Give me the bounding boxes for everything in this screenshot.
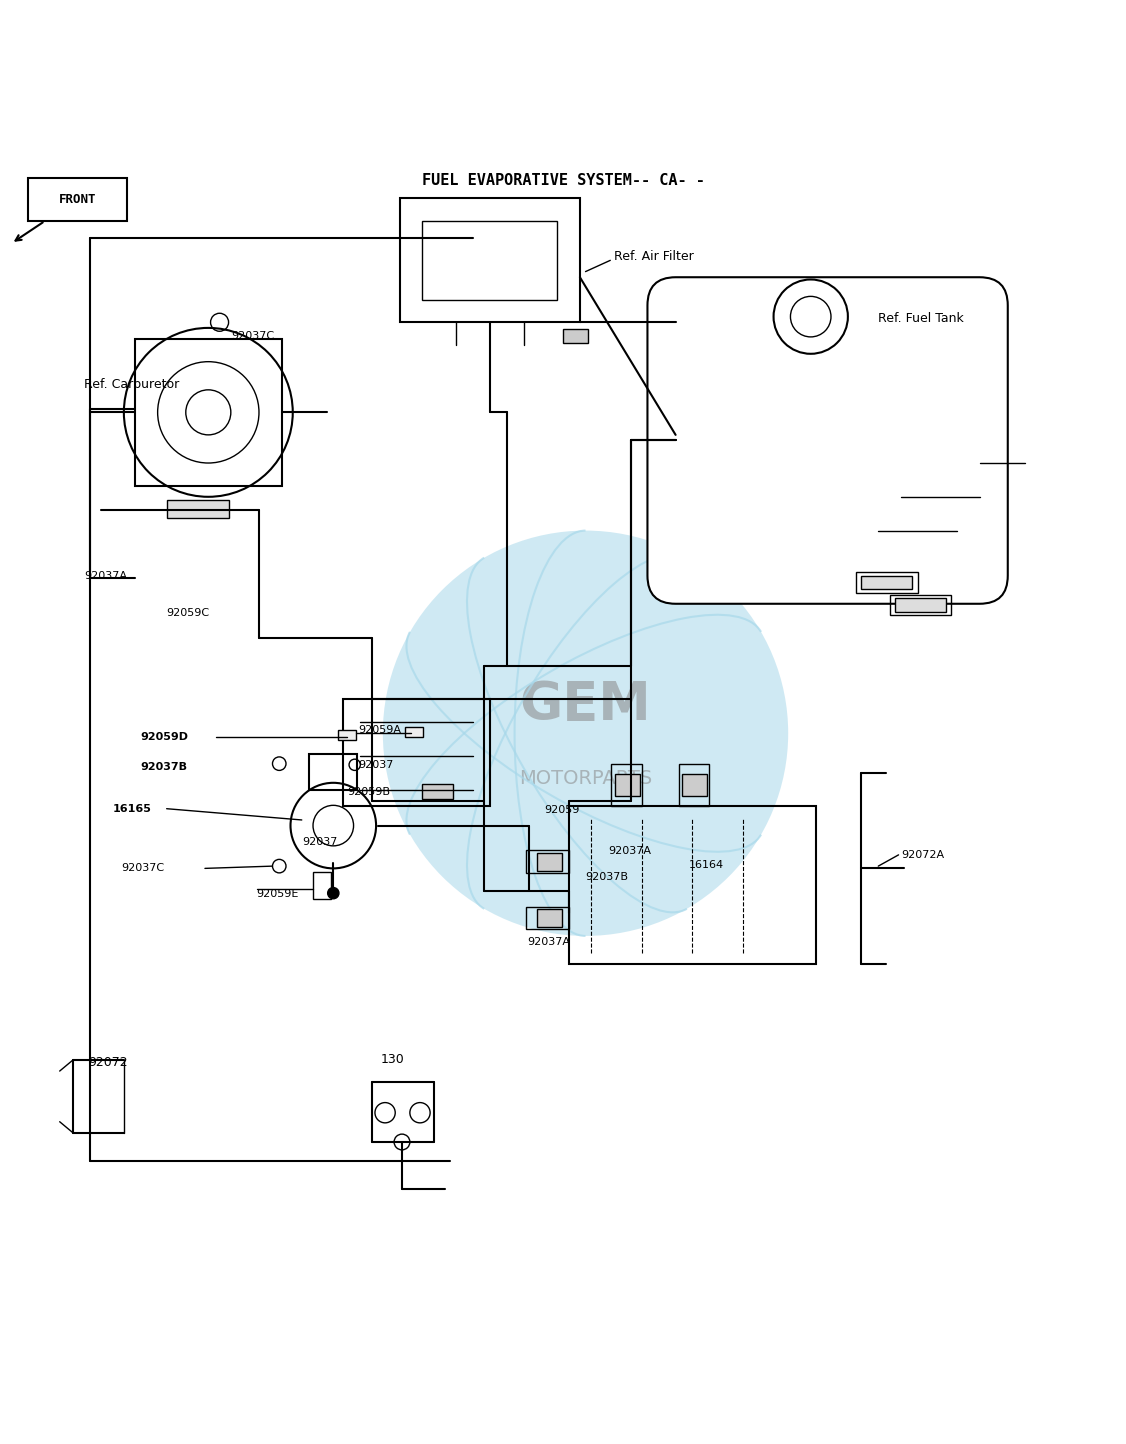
Bar — [338, 729, 356, 739]
Text: 92037A: 92037A — [84, 570, 127, 580]
Bar — [400, 198, 580, 322]
Text: 92059: 92059 — [544, 804, 579, 814]
Bar — [682, 774, 707, 796]
FancyBboxPatch shape — [28, 178, 127, 221]
Text: 92037A: 92037A — [527, 937, 570, 947]
Bar — [309, 754, 357, 790]
Text: FRONT: FRONT — [59, 193, 97, 206]
Bar — [537, 852, 562, 871]
Bar — [167, 500, 229, 518]
Circle shape — [383, 530, 788, 936]
Text: FUEL EVAPORATIVE SYSTEM-- CA- -: FUEL EVAPORATIVE SYSTEM-- CA- - — [421, 172, 705, 188]
Bar — [135, 339, 282, 485]
Text: Ref. Air Filter: Ref. Air Filter — [614, 250, 694, 263]
Text: 92037B: 92037B — [141, 762, 188, 773]
Bar — [422, 784, 453, 799]
Bar — [611, 764, 642, 806]
Text: 92059A: 92059A — [358, 725, 401, 735]
Text: 92072: 92072 — [88, 1056, 127, 1069]
Bar — [861, 576, 912, 589]
Text: 92059B: 92059B — [347, 787, 390, 797]
Bar — [405, 726, 423, 736]
Bar — [526, 851, 569, 872]
Bar — [422, 221, 557, 300]
Text: 16165: 16165 — [113, 804, 152, 814]
Text: Ref. Fuel Tank: Ref. Fuel Tank — [878, 312, 964, 325]
Bar — [895, 598, 946, 612]
Text: GEM: GEM — [519, 679, 652, 731]
Text: 92037: 92037 — [302, 838, 337, 848]
Text: 92037: 92037 — [358, 760, 393, 770]
Bar — [569, 806, 816, 965]
Text: 92059C: 92059C — [167, 608, 209, 618]
Text: 92059E: 92059E — [257, 890, 300, 900]
Text: 130: 130 — [381, 1053, 404, 1066]
Text: 92037C: 92037C — [122, 864, 164, 874]
Text: 92037B: 92037B — [586, 872, 628, 882]
Bar — [563, 329, 588, 342]
Bar — [679, 764, 709, 806]
Text: 92059D: 92059D — [141, 732, 189, 742]
Text: 16164: 16164 — [689, 861, 724, 869]
Text: MOTORPARTS: MOTORPARTS — [519, 768, 652, 788]
Text: 92072A: 92072A — [901, 851, 944, 859]
Bar — [313, 872, 331, 898]
Bar — [537, 908, 562, 927]
Bar — [526, 907, 569, 928]
Circle shape — [328, 888, 339, 898]
Bar — [343, 699, 490, 806]
Bar — [615, 774, 640, 796]
FancyBboxPatch shape — [647, 277, 1008, 604]
Bar — [856, 572, 918, 592]
Text: 92037C: 92037C — [231, 331, 274, 341]
Text: 92037A: 92037A — [608, 846, 651, 856]
Text: Ref. Carburetor: Ref. Carburetor — [84, 378, 180, 391]
Bar — [890, 595, 951, 615]
